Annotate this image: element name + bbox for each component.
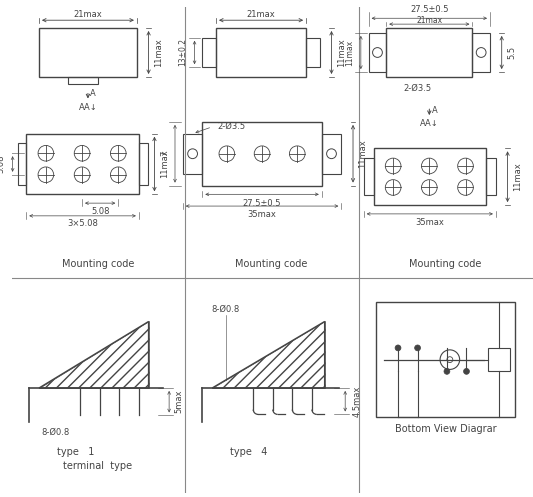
- Bar: [216, 28, 306, 77]
- Text: 11max: 11max: [513, 163, 522, 191]
- Text: type   4: type 4: [230, 447, 267, 457]
- Text: Mounting code: Mounting code: [235, 259, 307, 269]
- Text: 5.08: 5.08: [91, 207, 109, 216]
- Bar: [386, 28, 472, 77]
- Text: 7: 7: [161, 151, 169, 157]
- Bar: [26, 134, 139, 194]
- Text: 35max: 35max: [415, 218, 444, 227]
- Bar: [486, 158, 496, 195]
- Text: Mounting code: Mounting code: [409, 259, 481, 269]
- Circle shape: [395, 345, 401, 351]
- Bar: [183, 134, 203, 174]
- Text: 5.08: 5.08: [0, 155, 5, 173]
- Bar: [39, 28, 137, 77]
- Circle shape: [415, 345, 421, 351]
- Text: terminal  type: terminal type: [63, 461, 132, 471]
- Text: 27.5±0.5: 27.5±0.5: [243, 199, 281, 208]
- Text: 13±0.2: 13±0.2: [179, 38, 187, 67]
- Text: Mounting code: Mounting code: [61, 259, 134, 269]
- Bar: [203, 122, 322, 185]
- Text: 8-Ø0.8: 8-Ø0.8: [42, 427, 70, 436]
- Text: 21max: 21max: [74, 10, 102, 19]
- Bar: [139, 144, 148, 184]
- Text: 11max: 11max: [337, 38, 346, 67]
- Bar: [364, 158, 374, 195]
- Text: 3×5.08: 3×5.08: [67, 219, 98, 228]
- Bar: [488, 348, 510, 371]
- Text: 8-Ø0.8: 8-Ø0.8: [212, 305, 240, 314]
- Bar: [322, 134, 341, 174]
- Text: 2-Ø3.5: 2-Ø3.5: [403, 84, 432, 93]
- Text: 27.5±0.5: 27.5±0.5: [410, 5, 449, 14]
- Text: 11max: 11max: [160, 150, 169, 178]
- Text: A: A: [432, 106, 438, 115]
- Text: type   1: type 1: [56, 447, 94, 457]
- Text: 35max: 35max: [248, 210, 277, 219]
- Text: 21max: 21max: [416, 16, 442, 25]
- Circle shape: [464, 368, 470, 374]
- Bar: [376, 302, 515, 417]
- Bar: [369, 33, 386, 72]
- Text: 4.5max: 4.5max: [352, 386, 361, 417]
- Text: 11max: 11max: [358, 139, 367, 168]
- Bar: [374, 149, 486, 205]
- Bar: [68, 77, 98, 84]
- Text: 21max: 21max: [247, 10, 276, 19]
- Text: 11max: 11max: [154, 38, 163, 67]
- Text: Bottom View Diagrar: Bottom View Diagrar: [395, 424, 497, 434]
- Bar: [18, 144, 26, 184]
- Text: 2-Ø3.5: 2-Ø3.5: [217, 121, 246, 130]
- Bar: [472, 33, 490, 72]
- Bar: [203, 38, 216, 67]
- Text: 5.5: 5.5: [507, 46, 516, 59]
- Text: A: A: [90, 89, 96, 98]
- Text: 5max: 5max: [174, 390, 183, 414]
- Circle shape: [444, 368, 450, 374]
- Text: 11max: 11max: [345, 39, 354, 66]
- Text: AA↓: AA↓: [78, 103, 98, 112]
- Bar: [306, 38, 320, 67]
- Text: AA↓: AA↓: [420, 119, 439, 128]
